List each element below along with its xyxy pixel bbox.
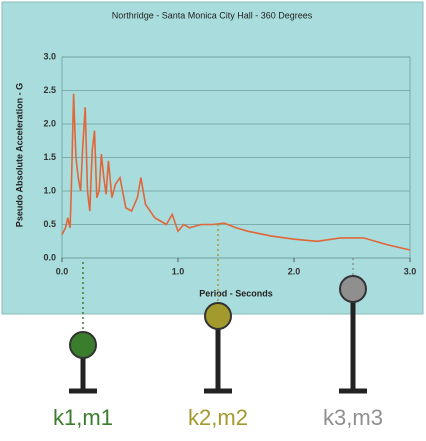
chart-title: Northridge - Santa Monica City Hall - 36… — [112, 10, 313, 20]
mass — [340, 276, 366, 302]
mass — [205, 303, 231, 329]
x-tick-label: 3.0 — [404, 266, 417, 276]
y-axis-label: Pseudo Absolute Acceleration - G — [14, 83, 24, 227]
x-tick-label: 1.0 — [172, 266, 185, 276]
y-tick-label: 0.5 — [43, 219, 56, 229]
y-tick-label: 2.5 — [43, 85, 56, 95]
oscillator-label: k2,m2 — [188, 405, 248, 430]
x-axis-label: Period - Seconds — [199, 288, 273, 298]
y-tick-label: 1.0 — [43, 185, 56, 195]
figure: Northridge - Santa Monica City Hall - 36… — [0, 0, 426, 436]
y-tick-label: 3.0 — [43, 51, 56, 61]
oscillator-label: k1,m1 — [53, 405, 113, 430]
y-tick-label: 1.5 — [43, 152, 56, 162]
x-tick-label: 2.0 — [288, 266, 301, 276]
y-tick-label: 0.0 — [43, 252, 56, 262]
x-tick-label: 0.0 — [56, 266, 69, 276]
oscillator-label: k3,m3 — [323, 405, 383, 430]
y-tick-label: 2.0 — [43, 118, 56, 128]
mass — [70, 332, 96, 358]
